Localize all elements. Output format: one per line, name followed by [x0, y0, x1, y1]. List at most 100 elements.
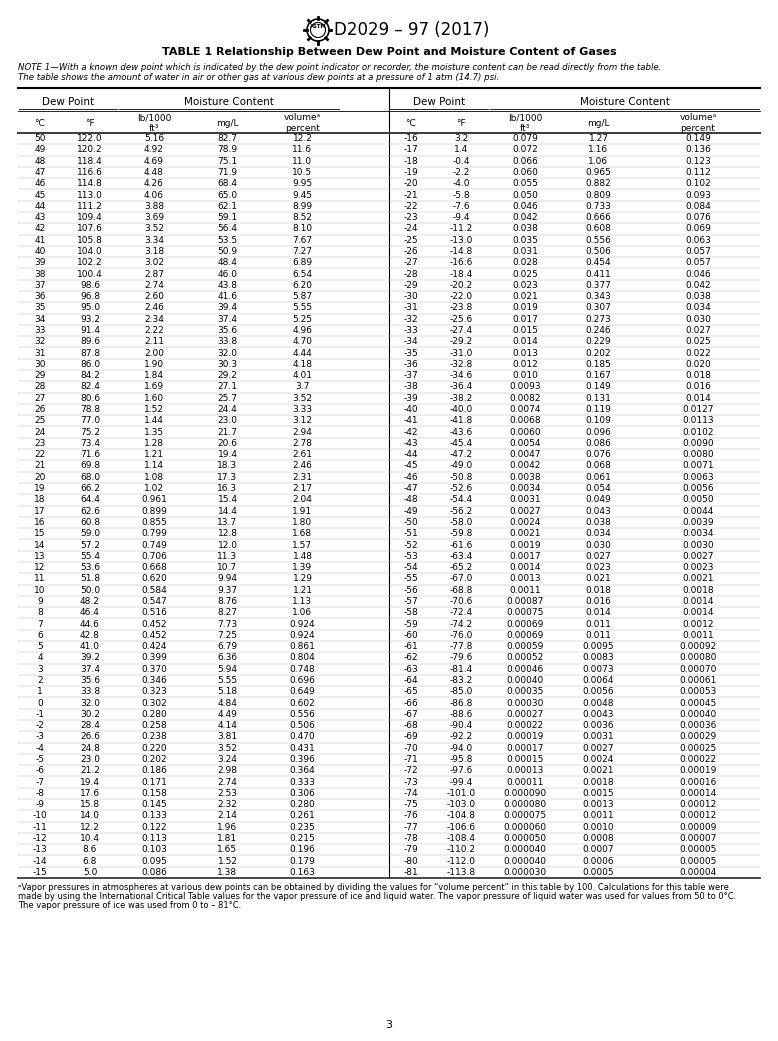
Text: 0.196: 0.196: [289, 845, 315, 855]
Text: 0.00052: 0.00052: [506, 654, 544, 662]
Text: 0.149: 0.149: [685, 134, 711, 144]
Text: 2.53: 2.53: [218, 789, 237, 797]
Text: 62.1: 62.1: [218, 202, 237, 211]
Text: 95.0: 95.0: [80, 304, 100, 312]
Text: 0.0010: 0.0010: [583, 822, 615, 832]
Text: -70.6: -70.6: [450, 596, 473, 606]
Text: 0.068: 0.068: [586, 461, 612, 471]
Text: 0.202: 0.202: [141, 755, 166, 764]
Text: 0.00014: 0.00014: [679, 789, 717, 797]
Text: -9.4: -9.4: [452, 213, 470, 222]
Text: 4.06: 4.06: [144, 191, 164, 200]
Text: -92.2: -92.2: [450, 733, 472, 741]
Text: 0.748: 0.748: [289, 664, 315, 674]
Text: 64.4: 64.4: [80, 496, 100, 504]
Text: 0.855: 0.855: [141, 518, 167, 527]
Text: 2.87: 2.87: [144, 270, 164, 279]
Text: -36: -36: [404, 360, 419, 369]
Text: 0.0095: 0.0095: [583, 642, 615, 651]
Text: -70: -70: [404, 743, 419, 753]
Text: 0.023: 0.023: [512, 281, 538, 289]
Text: 82.7: 82.7: [218, 134, 237, 144]
Text: 30: 30: [34, 360, 46, 369]
Text: -64: -64: [404, 676, 419, 685]
Text: 20.6: 20.6: [218, 439, 237, 448]
Text: 0.018: 0.018: [685, 372, 711, 380]
Text: -67: -67: [404, 710, 419, 719]
Text: 0.0021: 0.0021: [583, 766, 615, 776]
Text: 0.0019: 0.0019: [509, 540, 541, 550]
Text: -31: -31: [404, 304, 419, 312]
Text: 4.26: 4.26: [144, 179, 164, 188]
Text: 71.6: 71.6: [80, 450, 100, 459]
Text: Dew Point: Dew Point: [42, 97, 94, 107]
Text: °F: °F: [456, 119, 466, 127]
Text: -112.0: -112.0: [447, 857, 475, 865]
Text: 0.00009: 0.00009: [679, 822, 717, 832]
Text: 5.87: 5.87: [293, 293, 313, 301]
Text: 105.8: 105.8: [77, 235, 103, 245]
Text: 23.0: 23.0: [80, 755, 100, 764]
Text: 9.95: 9.95: [293, 179, 313, 188]
Text: 0.377: 0.377: [586, 281, 612, 289]
Text: volumeᵃ
percent: volumeᵃ percent: [284, 113, 321, 132]
Text: 50.0: 50.0: [80, 586, 100, 594]
Text: 87.8: 87.8: [80, 349, 100, 358]
Text: 1.38: 1.38: [217, 868, 237, 877]
Text: -74.2: -74.2: [450, 619, 472, 629]
Text: 80.6: 80.6: [80, 393, 100, 403]
Text: -12: -12: [33, 834, 47, 843]
Text: 16: 16: [34, 518, 46, 527]
Text: 0.0056: 0.0056: [682, 484, 713, 493]
Text: -34.6: -34.6: [450, 372, 472, 380]
Text: 0.084: 0.084: [685, 202, 711, 211]
Text: 6.89: 6.89: [293, 258, 313, 268]
Text: 1.39: 1.39: [293, 563, 313, 573]
Text: 8.99: 8.99: [293, 202, 313, 211]
Text: 0.0011: 0.0011: [682, 631, 713, 640]
Text: 0.424: 0.424: [142, 642, 166, 651]
Text: 0.030: 0.030: [685, 314, 711, 324]
Text: 3.33: 3.33: [293, 405, 313, 414]
Text: -95.8: -95.8: [450, 755, 473, 764]
Text: 1.81: 1.81: [217, 834, 237, 843]
Text: -43.6: -43.6: [450, 428, 472, 436]
Text: -72.4: -72.4: [450, 608, 472, 617]
Text: 0.00017: 0.00017: [506, 743, 544, 753]
Text: 35.6: 35.6: [80, 676, 100, 685]
Text: -113.8: -113.8: [447, 868, 475, 877]
Text: -106.6: -106.6: [447, 822, 475, 832]
Text: 6.79: 6.79: [217, 642, 237, 651]
Text: 0.0017: 0.0017: [509, 552, 541, 561]
Text: 0.046: 0.046: [685, 270, 711, 279]
Text: -99.4: -99.4: [450, 778, 472, 787]
Text: 4.84: 4.84: [218, 699, 237, 708]
Text: -57: -57: [404, 596, 419, 606]
Text: 7.27: 7.27: [293, 247, 313, 256]
Text: 7.25: 7.25: [218, 631, 237, 640]
Text: 0.011: 0.011: [586, 619, 612, 629]
Text: -94.0: -94.0: [450, 743, 472, 753]
Text: 0.0023: 0.0023: [682, 563, 713, 573]
Text: 0.0013: 0.0013: [509, 575, 541, 583]
Text: 0.016: 0.016: [586, 596, 612, 606]
Text: -36.4: -36.4: [450, 382, 472, 391]
Text: 0.506: 0.506: [289, 721, 315, 730]
Text: 2.78: 2.78: [293, 439, 313, 448]
Text: 2.14: 2.14: [218, 811, 237, 820]
Text: 4.18: 4.18: [293, 360, 313, 369]
Text: 109.4: 109.4: [77, 213, 103, 222]
Text: 39.4: 39.4: [218, 304, 237, 312]
Text: 0.054: 0.054: [586, 484, 612, 493]
Text: 24.8: 24.8: [80, 743, 100, 753]
Text: 0.556: 0.556: [586, 235, 612, 245]
Text: 0.066: 0.066: [512, 157, 538, 166]
Text: 0.452: 0.452: [141, 631, 166, 640]
Text: 4.01: 4.01: [293, 372, 313, 380]
Text: 27.1: 27.1: [218, 382, 237, 391]
Text: -27.4: -27.4: [450, 326, 472, 335]
Text: 0.0021: 0.0021: [510, 529, 541, 538]
Text: 102.2: 102.2: [77, 258, 103, 268]
Text: 2.60: 2.60: [144, 293, 164, 301]
Text: 1.52: 1.52: [218, 857, 237, 865]
